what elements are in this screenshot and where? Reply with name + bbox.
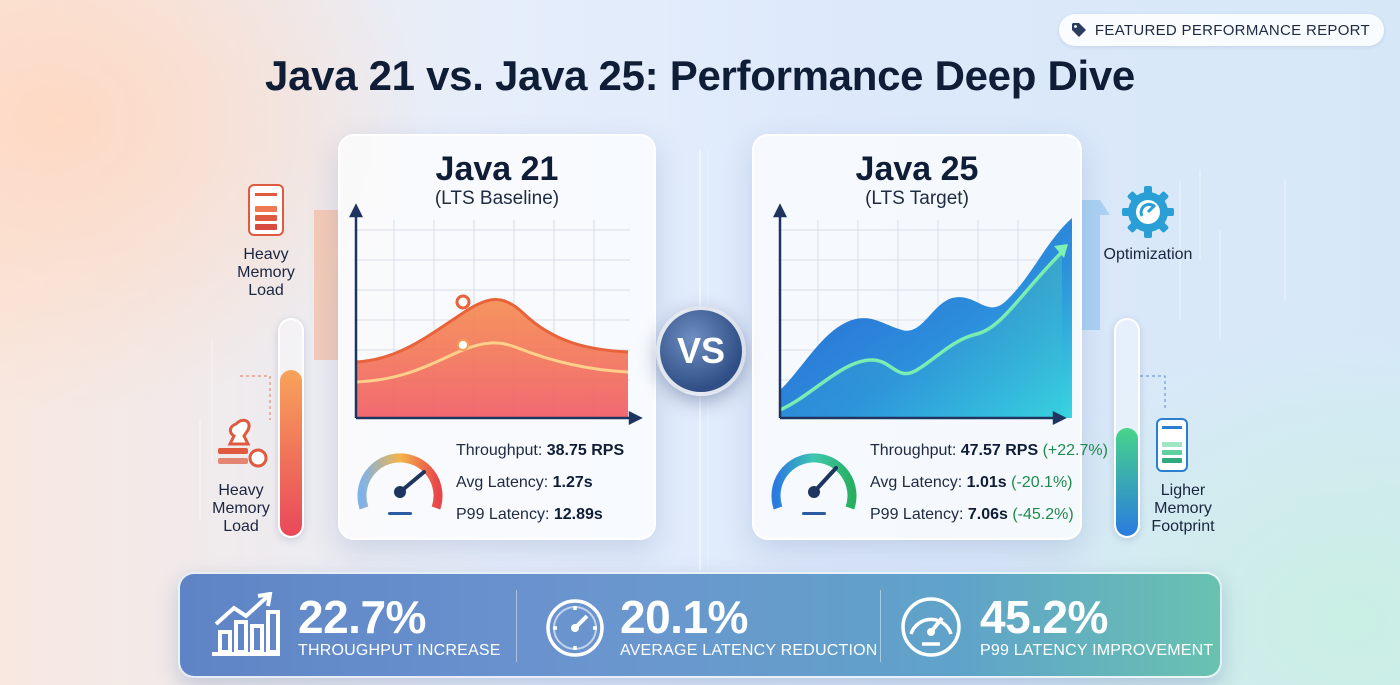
java21-line	[355, 298, 629, 364]
java21-secondary-line	[355, 341, 629, 384]
left-bottom-label: Heavy Memory Load	[212, 482, 270, 535]
java21-avg-latency: Avg Latency: 1.27s	[456, 474, 593, 491]
kpi-p99-latency: 45.2% P99 LATENCY IMPROVEMENT	[884, 574, 1220, 676]
featured-badge: FEATURED PERFORMANCE REPORT	[1058, 14, 1384, 46]
right-memory-bar-fill	[1116, 428, 1138, 536]
kpi-avg-latency-label: AVERAGE LATENCY REDUCTION	[620, 642, 878, 659]
java21-area	[356, 299, 628, 418]
badge-label: FEATURED PERFORMANCE REPORT	[1094, 21, 1370, 39]
java21-gauge-icon	[357, 453, 443, 515]
kpi-throughput-value: 22.7%	[298, 591, 426, 643]
java25-chart	[772, 203, 1072, 426]
java21-throughput: Throughput: 38.75 RPS	[456, 442, 625, 459]
bar-chart-up-icon	[212, 592, 280, 656]
kpi-throughput: 22.7% THROUGHPUT INCREASE	[180, 574, 516, 676]
right-memory-bar	[1114, 318, 1140, 538]
kpi-p99-latency-label: P99 LATENCY IMPROVEMENT	[980, 642, 1214, 659]
java21-title: Java 21	[435, 150, 559, 188]
java25-p99-latency: P99 Latency: 7.06s (-45.2%)	[870, 506, 1074, 523]
java25-card: Java 25 (LTS Target)	[752, 134, 1108, 540]
kpi-p99-latency-value: 45.2%	[980, 591, 1108, 643]
tag-icon	[1071, 23, 1086, 37]
page-title: Java 21 vs. Java 25: Performance Deep Di…	[265, 52, 1135, 99]
kpi-divider	[516, 590, 517, 662]
kpi-divider	[880, 590, 881, 662]
java25-subtitle: (LTS Target)	[865, 188, 969, 209]
java21-p99-latency: P99 Latency: 12.89s	[456, 506, 603, 523]
java21-stats: Throughput: 38.75 RPS Avg Latency: 1.27s…	[456, 442, 624, 538]
java21-chart	[348, 203, 643, 426]
kpi-throughput-label: THROUGHPUT INCREASE	[298, 642, 501, 659]
vs-badge: VS	[656, 306, 746, 396]
java21-secondary-marker	[457, 339, 469, 351]
java25-throughput: Throughput: 47.57 RPS (+22.7%)	[870, 442, 1108, 459]
left-memory-bar-fill	[280, 369, 302, 536]
light-memory-card-icon	[1156, 418, 1188, 472]
kpi-strip: 22.7% THROUGHPUT INCREASE 20.1% AVERAGE …	[178, 572, 1222, 678]
java25-avg-latency: Avg Latency: 1.01s (-20.1%)	[870, 474, 1073, 491]
left-memory-bar	[278, 318, 304, 538]
right-top-label: Optimization	[1103, 246, 1193, 263]
stopwatch-icon	[546, 599, 604, 657]
heavy-load-icon	[218, 418, 268, 468]
java25-title: Java 25	[855, 150, 979, 188]
kpi-avg-latency: 20.1% AVERAGE LATENCY REDUCTION	[520, 574, 878, 676]
java21-card: Java 21 (LTS Baseline)	[338, 134, 656, 540]
memory-card-icon	[248, 184, 284, 236]
speedometer-icon	[901, 597, 961, 657]
kpi-avg-latency-value: 20.1%	[620, 591, 748, 643]
java25-trend-arrow	[1054, 244, 1068, 258]
java21-peak-marker	[455, 294, 471, 310]
optimization-gear-icon	[1122, 186, 1174, 238]
java25-gauge-icon	[771, 453, 857, 515]
right-bottom-label: Ligher Memory Footprint	[1151, 482, 1215, 535]
java21-subtitle: (LTS Baseline)	[434, 188, 560, 209]
java25-stats: Throughput: 47.57 RPS (+22.7%) Avg Laten…	[870, 442, 1108, 538]
left-top-label: Heavy Memory Load	[237, 246, 295, 299]
